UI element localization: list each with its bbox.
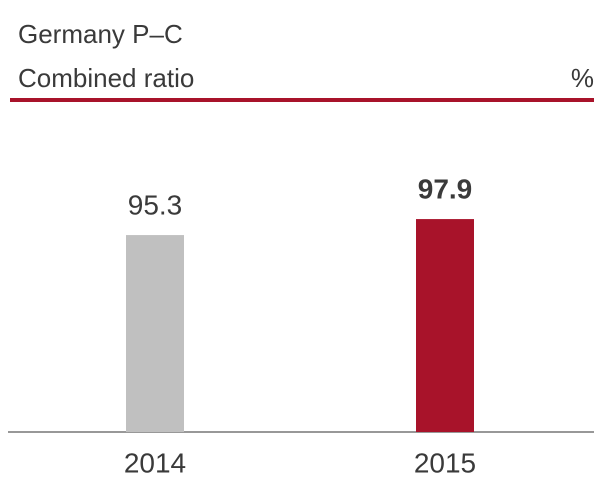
- unit-label: %: [571, 63, 594, 93]
- x-tick-label: 2015: [414, 447, 476, 478]
- value-label: 95.3: [128, 189, 183, 220]
- value-label: 97.9: [418, 173, 473, 204]
- bar: [416, 219, 474, 432]
- chart-subtitle: Combined ratio: [18, 63, 194, 93]
- bar: [126, 235, 184, 432]
- chart-title: Germany P–C: [18, 19, 183, 49]
- x-tick-label: 2014: [124, 447, 186, 478]
- header-rule: [10, 98, 594, 102]
